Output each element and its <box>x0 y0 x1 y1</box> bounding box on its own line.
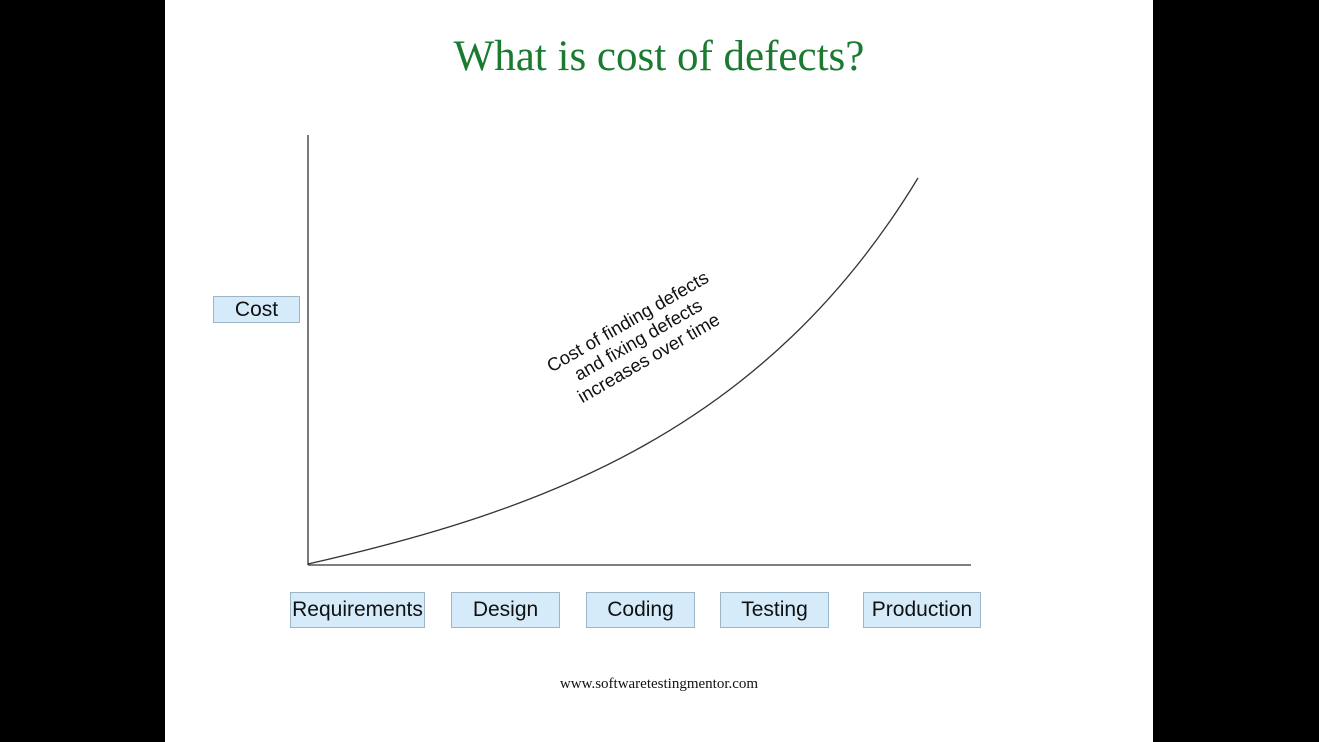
phase-coding: Coding <box>586 592 695 628</box>
slide: What is cost of defects? Cost Cost of fi… <box>165 0 1153 742</box>
slide-title: What is cost of defects? <box>453 33 865 80</box>
cost-diagram <box>307 135 971 566</box>
phase-design: Design <box>451 592 560 628</box>
footer-url: www.softwaretestingmentor.com <box>559 676 759 692</box>
phase-testing: Testing <box>720 592 829 628</box>
cost-curve <box>307 177 919 565</box>
phase-requirements: Requirements <box>290 592 425 628</box>
phase-production: Production <box>863 592 981 628</box>
y-axis-label-cost: Cost <box>213 296 300 323</box>
